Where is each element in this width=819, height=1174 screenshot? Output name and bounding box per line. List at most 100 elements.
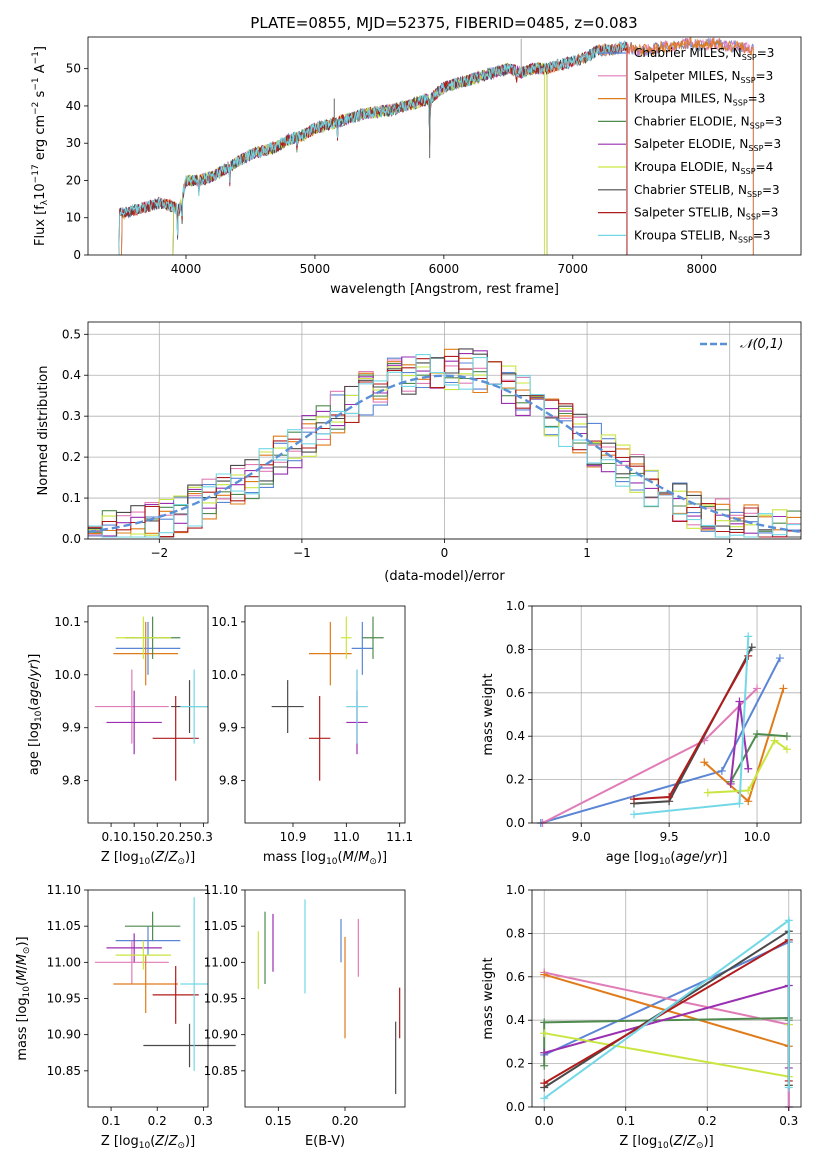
weight-marker	[744, 786, 753, 795]
weight-marker	[540, 1029, 549, 1038]
weight-marker	[784, 916, 793, 925]
y-tick-label: 10	[66, 211, 81, 225]
axes-frame	[87, 889, 209, 1108]
legend-entry: Chabrier MILES, NSSP=3	[634, 46, 774, 62]
y-tick-label: 11.00	[47, 955, 81, 969]
gaussian-curve	[88, 374, 801, 533]
weight-marker	[700, 758, 709, 767]
weight-marker	[744, 764, 753, 773]
x-tick-label: 0.3	[194, 830, 213, 844]
weight-marker	[540, 1018, 549, 1027]
mass_vs_Z-panel: 0.1 0.2 0.3 10.85 10.90 10.95 11.00 11.05 11.10 Z…	[15, 883, 236, 1151]
y-tick-label: 10.1	[54, 615, 81, 629]
y-tick-label: 0.6	[506, 970, 525, 984]
y-tick-label: 11.10	[47, 883, 81, 897]
weight-marker	[540, 1061, 549, 1070]
x-tick-label: 0.2	[698, 1114, 717, 1128]
y-tick-label: 0.1	[62, 491, 81, 505]
weight_vs_age-marks	[536, 632, 791, 827]
y-tick-label: 0.5	[62, 327, 81, 341]
weight-marker	[629, 795, 638, 804]
y-tick-label: 11.05	[47, 919, 81, 933]
legend-entry: Chabrier STELIB, NSSP=3	[634, 183, 780, 199]
weight-marker	[779, 684, 788, 693]
histogram-step	[88, 354, 801, 538]
y-axis-label: mass [log10(M/M⊙)]	[15, 936, 32, 1060]
spectrum-line	[172, 62, 548, 255]
weight-line	[543, 918, 790, 1100]
weight-marker	[784, 1083, 793, 1092]
spectrum-line	[172, 62, 548, 255]
legend-entry: Kroupa STELIB, NSSP=3	[634, 228, 771, 244]
figure-title: PLATE=0855, MJD=52375, FIBERID=0485, z=0…	[250, 14, 637, 32]
y-axis-label: Normed distribution	[36, 366, 51, 496]
y-tick-label: 0	[73, 248, 81, 262]
y-tick-label: 0.4	[506, 729, 525, 743]
y-tick-label: 0.3	[62, 409, 81, 423]
weight_vs_age-panel: 9.0 9.5 10.0 0.0 0.2 0.4 0.6 0.8 1.0 age [log10(a…	[481, 599, 802, 867]
legend-entry: Salpeter MILES, NSSP=3	[634, 69, 773, 85]
x-tick-label: 4000	[171, 262, 202, 276]
x-tick-label: 10.9	[280, 830, 307, 844]
axes-frame	[87, 36, 802, 256]
legend-entry: Salpeter ELODIE, NSSP=3	[634, 137, 781, 153]
y-tick-label: 0.0	[506, 816, 525, 830]
x-tick-label: −1	[293, 546, 311, 560]
y-tick-label: 11.05	[204, 919, 238, 933]
x-tick-label: 0.3	[194, 1114, 213, 1128]
x-axis-label: Z [log10(Z/Z⊙)]	[101, 1134, 195, 1151]
y-tick-label: 11.00	[204, 955, 238, 969]
x-axis-label: age [log10(age/yr)]	[606, 850, 728, 867]
y-tick-label: 10.85	[47, 1064, 81, 1078]
y-tick-label: 0.2	[62, 450, 81, 464]
weight-marker	[726, 779, 735, 788]
y-axis-label: mass weight	[481, 673, 496, 755]
x-tick-label: 0.15	[121, 830, 148, 844]
x-tick-label: 0.25	[167, 830, 194, 844]
legend-entry: Kroupa MILES, NSSP=3	[634, 92, 765, 108]
spectrum-line	[118, 41, 628, 255]
x-axis-label: E(B-V)	[305, 1134, 345, 1149]
y-tick-label: 10.1	[211, 615, 238, 629]
y-tick-label: 9.8	[62, 774, 81, 788]
weight-line	[707, 739, 788, 794]
x-tick-label: 0.1	[102, 1114, 121, 1128]
weight-line	[729, 732, 787, 783]
y-tick-label: 0.4	[62, 368, 81, 382]
y-axis-label: age [log10(age/yr)]	[27, 654, 44, 776]
x-tick-label: 0.20	[332, 1114, 359, 1128]
weight-marker	[735, 799, 744, 808]
weight-line	[729, 701, 750, 785]
x-axis-label: Z [log10(Z/Z⊙)]	[619, 1134, 713, 1151]
weight-marker	[735, 697, 744, 706]
y-tick-label: 0.2	[506, 1057, 525, 1071]
y-tick-label: 10.95	[204, 992, 238, 1006]
x-tick-label: 5000	[300, 262, 331, 276]
spectrum-line	[172, 62, 548, 255]
x-tick-label: 0.2	[148, 1114, 167, 1128]
axes-frame	[244, 889, 406, 1108]
x-axis-label: mass [log10(M/M⊙)]	[263, 850, 387, 867]
y-tick-label: 10.90	[47, 1028, 81, 1042]
weight-marker	[717, 766, 726, 775]
residuals-marks	[88, 348, 801, 538]
spectrum-legend: Chabrier MILES, NSSP=3 Salpeter MILES, NS…	[598, 46, 782, 244]
x-tick-label: 7000	[558, 262, 589, 276]
x-tick-label: 0.0	[535, 1114, 554, 1128]
mass_vs_EBV-marks	[257, 899, 401, 1094]
x-tick-label: 11.0	[333, 830, 360, 844]
y-tick-label: 0.0	[62, 532, 81, 546]
age_vs_mass-panel: 10.9 11.0 11.1 9.8 9.9 10.0 10.1 mass [log10(M/…	[211, 605, 413, 867]
y-tick-label: 10.95	[47, 992, 81, 1006]
y-tick-label: 10.0	[211, 668, 238, 682]
y-tick-label: 9.8	[219, 774, 238, 788]
x-tick-label: 10.0	[744, 830, 771, 844]
x-axis-label: wavelength [Angstrom, rest frame]	[330, 282, 559, 297]
weight-marker	[770, 736, 779, 745]
mass_vs_EBV-panel: 0.15 0.20 10.85 10.90 10.95 11.00 11.05 11.10 E(…	[204, 883, 406, 1149]
y-axis-label: Flux [fλ10−17 erg cm−2 s−1 A−1]	[31, 46, 50, 246]
weight-marker	[744, 632, 753, 641]
y-tick-label: 0.2	[506, 773, 525, 787]
weight_vs_Z-panel: 0.0 0.1 0.2 0.3 0.0 0.2 0.4 0.6 0.8 1.0 Z [log10(Z…	[481, 883, 802, 1151]
